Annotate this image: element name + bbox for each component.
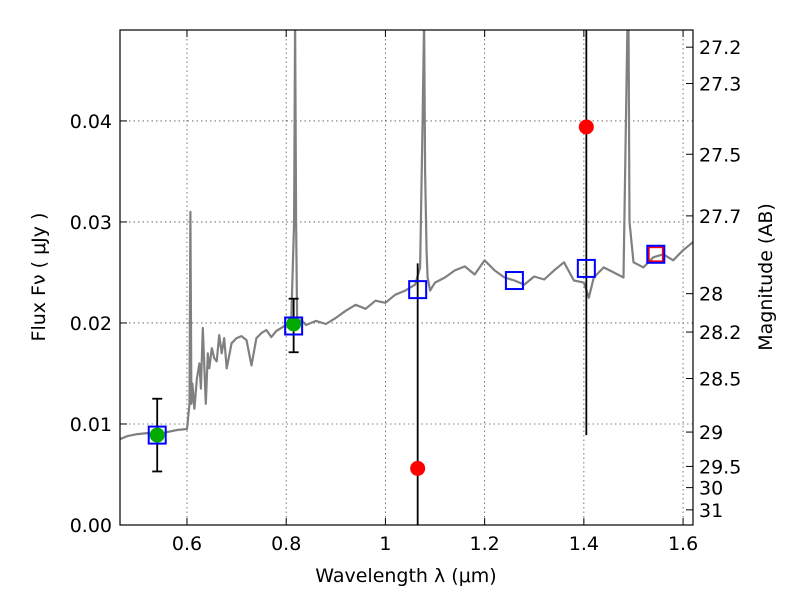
model-box-marker	[504, 271, 524, 291]
y2-tick-label: 27.7	[699, 206, 741, 228]
nondetection-marker	[410, 460, 426, 476]
x-tick-label: 1	[379, 533, 391, 555]
y2-tick-label: 27.2	[699, 37, 741, 59]
y-tick-label: 0.00	[70, 515, 112, 537]
model-box-marker	[284, 316, 304, 336]
y-axis-title: Flux Fν ( μJy )	[28, 213, 50, 342]
detection-marker	[286, 316, 302, 332]
x-tick-label: 0.6	[172, 533, 202, 555]
y-tick-label: 0.01	[70, 414, 112, 436]
x-tick-label: 1.6	[668, 533, 698, 555]
y2-tick-label: 31	[699, 500, 723, 522]
x-tick-label: 1.4	[569, 533, 599, 555]
model-box-marker	[576, 258, 596, 278]
y2-tick-label: 27.5	[699, 144, 741, 166]
nondetection-marker	[578, 119, 594, 135]
model-box-marker	[147, 425, 167, 445]
y2-tick-label: 29.5	[699, 456, 741, 478]
y2-tick-label: 29	[699, 422, 723, 444]
x-tick-label: 0.8	[271, 533, 301, 555]
y-tick-label: 0.02	[70, 313, 112, 335]
x-axis-title: Wavelength λ (μm)	[315, 565, 496, 587]
plot-frame	[119, 29, 694, 526]
model-box-marker	[646, 244, 666, 264]
model-box-marker	[408, 280, 428, 300]
axes-ticks: 0.6 0.8 1 1.2 1.4 1.6 0.00 0.01 0.02 0.03 0.04 27.2…	[70, 30, 741, 555]
nondetection-marker	[647, 246, 664, 263]
plot-area	[120, 30, 693, 525]
y2-tick-label: 27.3	[699, 74, 741, 96]
y2-tick-label: 28	[699, 284, 723, 306]
detection-marker	[149, 427, 165, 443]
y2-tick-label: 28.5	[699, 369, 741, 391]
spectrum-line	[120, 30, 693, 441]
y2-tick-label: 30	[699, 478, 723, 500]
y2-tick-label: 28.2	[699, 322, 741, 344]
y2-axis-title: Magnitude (AB)	[755, 203, 777, 351]
y-tick-label: 0.04	[70, 111, 112, 133]
x-tick-label: 1.2	[470, 533, 500, 555]
y-tick-label: 0.03	[70, 212, 112, 234]
